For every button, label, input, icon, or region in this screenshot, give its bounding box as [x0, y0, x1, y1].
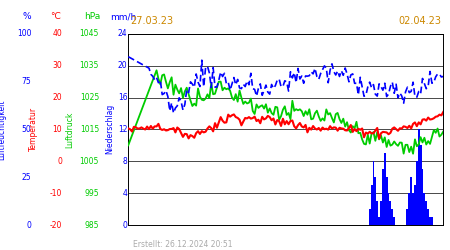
- Text: 1005: 1005: [80, 157, 99, 166]
- Text: 100: 100: [17, 29, 32, 38]
- Text: hPa: hPa: [84, 12, 100, 21]
- Bar: [406, 209, 408, 225]
- Text: 8: 8: [122, 157, 127, 166]
- Bar: [431, 217, 433, 225]
- Bar: [429, 217, 431, 225]
- Bar: [378, 217, 380, 225]
- Text: Erstellt: 26.12.2024 20:51: Erstellt: 26.12.2024 20:51: [133, 240, 232, 249]
- Bar: [369, 209, 371, 225]
- Bar: [423, 193, 425, 225]
- Bar: [418, 130, 420, 225]
- Text: mm/h: mm/h: [110, 12, 136, 21]
- Text: 0: 0: [27, 220, 32, 230]
- Text: 30: 30: [52, 61, 62, 70]
- Bar: [387, 193, 390, 225]
- Text: 75: 75: [22, 77, 32, 86]
- Text: -10: -10: [50, 188, 62, 198]
- Text: 10: 10: [53, 125, 62, 134]
- Bar: [420, 145, 422, 225]
- Text: 24: 24: [118, 29, 127, 38]
- Text: 985: 985: [85, 220, 99, 230]
- Text: 20: 20: [118, 61, 127, 70]
- Text: %: %: [22, 12, 32, 21]
- Bar: [371, 185, 373, 225]
- Text: Niederschlag: Niederschlag: [105, 104, 114, 154]
- Bar: [376, 201, 378, 225]
- Text: Luftfeuchtigkeit: Luftfeuchtigkeit: [0, 99, 7, 160]
- Text: 0: 0: [122, 220, 127, 230]
- Bar: [412, 193, 414, 225]
- Text: 1035: 1035: [80, 61, 99, 70]
- Text: 40: 40: [52, 29, 62, 38]
- Text: 50: 50: [22, 125, 32, 134]
- Bar: [374, 177, 376, 225]
- Text: -20: -20: [50, 220, 62, 230]
- Text: Temperatur: Temperatur: [29, 107, 38, 152]
- Bar: [410, 177, 412, 225]
- Bar: [390, 201, 392, 225]
- Bar: [416, 161, 418, 225]
- Text: °C: °C: [50, 12, 61, 21]
- Text: 0: 0: [57, 157, 62, 166]
- Bar: [386, 177, 387, 225]
- Bar: [422, 169, 423, 225]
- Text: 1015: 1015: [80, 125, 99, 134]
- Bar: [373, 161, 374, 225]
- Bar: [384, 153, 386, 225]
- Text: 1045: 1045: [80, 29, 99, 38]
- Bar: [427, 209, 429, 225]
- Bar: [414, 185, 416, 225]
- Bar: [382, 169, 384, 225]
- Text: 4: 4: [122, 188, 127, 198]
- Text: 1025: 1025: [80, 93, 99, 102]
- Text: 16: 16: [118, 93, 127, 102]
- Text: 02.04.23: 02.04.23: [398, 16, 441, 26]
- Bar: [380, 201, 382, 225]
- Bar: [425, 201, 427, 225]
- Text: 995: 995: [85, 188, 99, 198]
- Bar: [392, 209, 393, 225]
- Text: 27.03.23: 27.03.23: [130, 16, 174, 26]
- Text: Luftdruck: Luftdruck: [65, 111, 74, 148]
- Bar: [393, 217, 395, 225]
- Text: 20: 20: [53, 93, 62, 102]
- Text: 12: 12: [118, 125, 127, 134]
- Text: 25: 25: [22, 173, 32, 182]
- Bar: [408, 193, 410, 225]
